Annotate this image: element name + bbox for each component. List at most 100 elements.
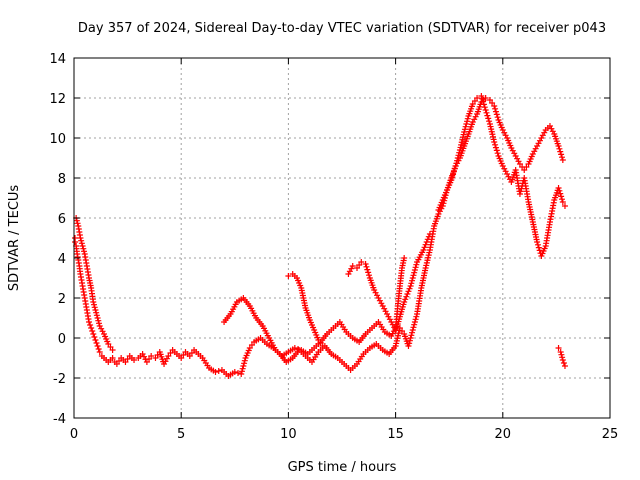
data-point <box>421 244 428 251</box>
y-tick-label: 12 <box>49 92 66 107</box>
y-tick-label: 10 <box>49 132 66 147</box>
data-point <box>482 95 489 101</box>
x-tick-label: 5 <box>177 427 185 442</box>
data-point <box>463 121 470 127</box>
data-point <box>491 103 498 109</box>
data-point <box>96 320 103 327</box>
data-point <box>411 267 418 273</box>
data-point <box>78 240 85 247</box>
data-point <box>423 239 430 245</box>
data-point <box>410 324 417 331</box>
x-axis-ticks: 0 5 10 15 20 25 <box>70 58 618 442</box>
y-tick-label: -2 <box>53 372 66 387</box>
data-point <box>464 118 471 125</box>
data-point <box>78 237 85 244</box>
data-point <box>481 104 488 111</box>
data-point <box>405 343 412 349</box>
data-point <box>558 351 565 358</box>
data-point <box>484 112 491 119</box>
y-axis-label: SDTVAR / TECUs <box>7 185 22 292</box>
y-tick-label: 2 <box>58 292 66 307</box>
data-point <box>295 346 302 352</box>
data-point <box>492 144 499 151</box>
data-point <box>557 349 564 355</box>
x-tick-label: 15 <box>387 427 404 442</box>
data-point <box>407 283 414 289</box>
data-point <box>493 147 500 154</box>
data-point <box>94 315 101 321</box>
data-point <box>366 272 373 279</box>
data-point <box>73 217 80 224</box>
data-point <box>424 236 431 243</box>
data-point <box>406 340 413 347</box>
data-point <box>413 313 420 320</box>
data-point <box>561 363 568 369</box>
data-point <box>91 334 98 340</box>
y-tick-label: 4 <box>58 252 66 267</box>
data-point <box>560 360 567 366</box>
data-point <box>483 109 490 116</box>
plot-frame <box>73 57 611 419</box>
data-point <box>238 368 245 375</box>
data-point <box>109 347 116 353</box>
x-axis-label: GPS time / hours <box>288 460 397 475</box>
data-point <box>95 346 102 352</box>
data-point <box>96 349 103 355</box>
data-point <box>131 357 138 363</box>
data-point <box>534 241 541 248</box>
data-point <box>319 343 326 349</box>
data-point <box>148 353 155 359</box>
data-point <box>492 105 499 112</box>
data-point <box>420 247 427 253</box>
data-point <box>74 220 81 227</box>
data-point <box>406 337 413 344</box>
data-point <box>408 332 415 339</box>
data-point <box>77 235 84 241</box>
x-tick-label: 0 <box>70 427 78 442</box>
data-point <box>556 145 563 152</box>
data-point <box>231 369 238 375</box>
data-point <box>404 291 411 297</box>
data-point <box>91 301 98 308</box>
data-point <box>240 363 247 369</box>
data-point <box>556 187 563 194</box>
data-point <box>559 354 566 361</box>
data-point <box>409 327 416 333</box>
data-point <box>461 126 468 133</box>
y-tick-label: 6 <box>58 212 66 227</box>
data-point <box>534 239 541 245</box>
data-point <box>559 157 566 163</box>
data-point <box>92 307 99 313</box>
data-point <box>492 141 499 148</box>
data-point <box>557 190 564 197</box>
data-point <box>408 280 415 287</box>
data-point <box>109 355 116 361</box>
y-tick-label: 0 <box>58 332 66 347</box>
data-point <box>412 264 419 271</box>
data-point <box>561 203 568 209</box>
data-point <box>479 95 486 102</box>
data-point <box>93 312 100 319</box>
data-point <box>238 371 245 377</box>
data-point <box>285 273 292 279</box>
data-point <box>425 233 432 240</box>
data-point <box>461 129 468 135</box>
x-tick-label: 25 <box>602 427 619 442</box>
data-point <box>558 196 565 203</box>
data-point <box>90 331 97 337</box>
data-point <box>80 245 87 252</box>
data-point <box>517 188 524 195</box>
data-point <box>413 261 420 268</box>
data-point <box>72 239 79 245</box>
data-point <box>401 255 408 261</box>
data-point <box>365 269 372 276</box>
data-point <box>239 365 246 372</box>
data-point <box>79 243 86 249</box>
data-point <box>478 93 485 99</box>
data-point <box>241 357 248 364</box>
data-point <box>411 321 418 328</box>
data-point <box>426 231 433 237</box>
data-point <box>95 317 102 324</box>
